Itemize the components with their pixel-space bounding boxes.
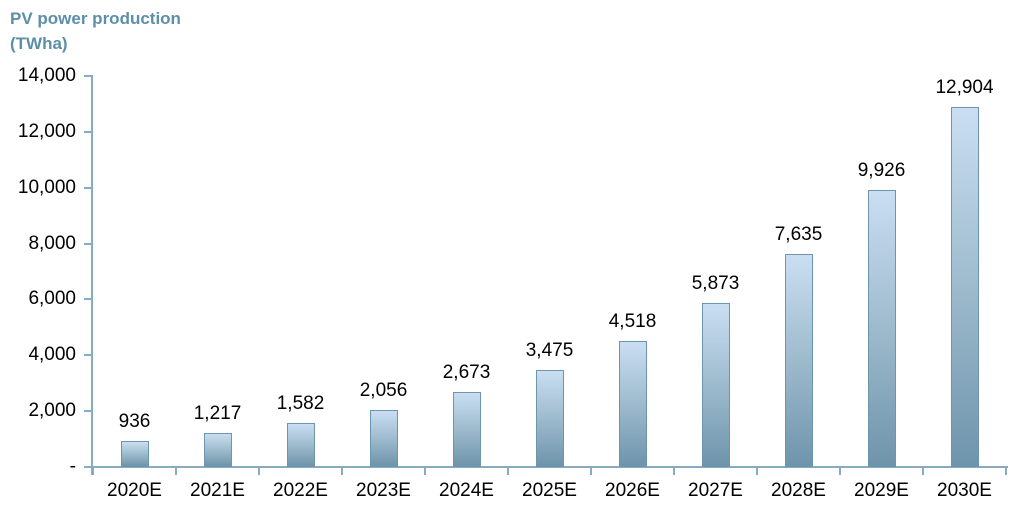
x-tick-mark: [507, 467, 509, 475]
bar-2020e: [120, 441, 149, 467]
x-tick-mark: [839, 467, 841, 475]
y-tick-label: 10,000: [17, 176, 76, 198]
y-tick-label: 14,000: [17, 65, 76, 86]
bar-value-label: 1,217: [193, 403, 242, 424]
y-tick-mark: [84, 298, 92, 301]
y-tick-mark: [84, 75, 92, 77]
y-tick-mark: [84, 130, 92, 133]
y-tick-mark: [84, 242, 92, 245]
x-tick-label-2021e: 2021E: [190, 480, 245, 501]
bar-value-label: 2,673: [442, 362, 491, 383]
y-tick-mark: [84, 354, 92, 357]
x-tick-mark: [175, 467, 177, 475]
y-tick-label: -: [69, 456, 76, 477]
bar-value-label: 3,475: [525, 340, 574, 361]
bar-2026e: [618, 341, 647, 467]
bar-2029e: [867, 190, 896, 467]
bar-value-label: 2,056: [359, 380, 408, 401]
x-tick-mark: [92, 467, 94, 475]
bar-2021e: [203, 433, 232, 467]
x-tick-mark: [258, 467, 260, 475]
bar-2028e: [784, 254, 813, 467]
x-tick-mark: [756, 467, 758, 475]
bar-value-label: 7,635: [774, 224, 823, 245]
x-axis-line: [84, 466, 1008, 468]
y-tick-mark: [84, 410, 92, 413]
y-tick-label: 6,000: [28, 288, 76, 310]
bar-2025e: [535, 370, 564, 467]
y-tick-mark: [84, 466, 92, 468]
x-tick-label-2028e: 2028E: [771, 480, 826, 501]
x-tick-label-2020e: 2020E: [107, 480, 162, 501]
x-tick-label-2024e: 2024E: [439, 480, 494, 501]
x-tick-mark: [673, 467, 675, 475]
x-tick-label-2023e: 2023E: [356, 480, 411, 501]
y-tick-label: 4,000: [28, 344, 76, 366]
y-tick-label: 8,000: [28, 232, 76, 254]
bar-2022e: [286, 423, 315, 467]
chart-title: PV power production (TWha): [10, 9, 181, 53]
bar-value-label: 936: [118, 411, 151, 432]
bar-2030e: [950, 107, 979, 467]
x-tick-mark: [424, 467, 426, 475]
x-tick-label-2027e: 2027E: [688, 480, 743, 501]
x-tick-label-2029e: 2029E: [854, 480, 909, 501]
bar-value-label: 4,518: [608, 311, 657, 332]
x-tick-label-2026e: 2026E: [605, 480, 660, 501]
bar-2024e: [452, 392, 481, 467]
x-tick-mark: [341, 467, 343, 475]
y-tick-mark: [84, 186, 92, 189]
y-tick-label: 12,000: [17, 120, 76, 142]
bar-2023e: [369, 410, 398, 467]
x-tick-label-2025e: 2025E: [522, 480, 577, 501]
x-tick-mark: [590, 467, 592, 475]
bar-value-label: 5,873: [691, 273, 740, 294]
bar-value-label: 12,904: [935, 77, 994, 98]
x-tick-mark: [1005, 467, 1007, 475]
bar-value-label: 9,926: [857, 160, 906, 181]
x-tick-label-2030e: 2030E: [937, 480, 992, 501]
bar-value-label: 1,582: [276, 393, 325, 414]
y-axis-line: [91, 75, 93, 475]
bar-2027e: [701, 303, 730, 467]
x-tick-mark: [922, 467, 924, 475]
y-tick-label: 2,000: [28, 400, 76, 422]
x-tick-label-2022e: 2022E: [273, 480, 328, 501]
